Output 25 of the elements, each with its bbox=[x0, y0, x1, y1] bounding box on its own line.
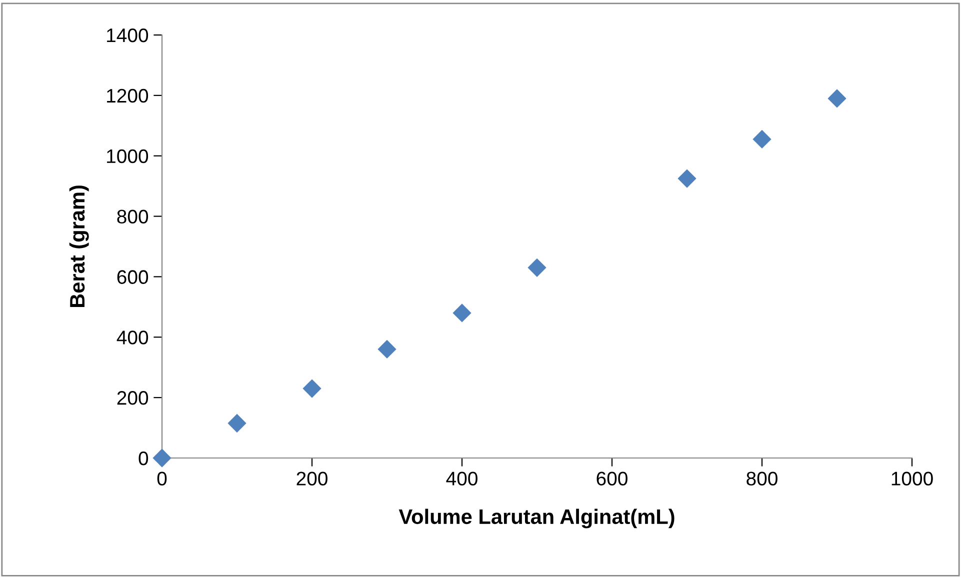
x-tick-label: 0 bbox=[157, 472, 167, 486]
x-tick-label: 1000 bbox=[892, 472, 933, 486]
y-tick-label: 800 bbox=[117, 210, 148, 224]
x-tick-label: 400 bbox=[446, 472, 478, 486]
y-tick-label: 400 bbox=[116, 330, 148, 344]
y-axis-title: Berat (gram) bbox=[69, 186, 89, 308]
y-tick-label: 1400 bbox=[107, 28, 148, 42]
point bbox=[228, 414, 246, 433]
x-axis-title: Volume Larutan Alginat(mL) bbox=[398, 508, 674, 528]
point bbox=[302, 379, 322, 398]
point bbox=[452, 304, 472, 322]
x-tick-label: 200 bbox=[296, 472, 328, 486]
y-tick-label: 600 bbox=[117, 270, 148, 284]
point bbox=[828, 89, 846, 108]
y-tick-label: 0 bbox=[138, 451, 148, 466]
point bbox=[752, 130, 772, 149]
point bbox=[378, 340, 396, 359]
x-tick-label: 800 bbox=[746, 472, 778, 486]
y-tick-label: 1000 bbox=[107, 149, 148, 164]
point bbox=[152, 448, 172, 468]
point bbox=[528, 258, 546, 277]
point bbox=[678, 169, 696, 188]
y-tick-label: 1200 bbox=[107, 88, 148, 103]
x-tick-label: 600 bbox=[596, 472, 628, 486]
y-tick-label: 200 bbox=[117, 391, 148, 405]
